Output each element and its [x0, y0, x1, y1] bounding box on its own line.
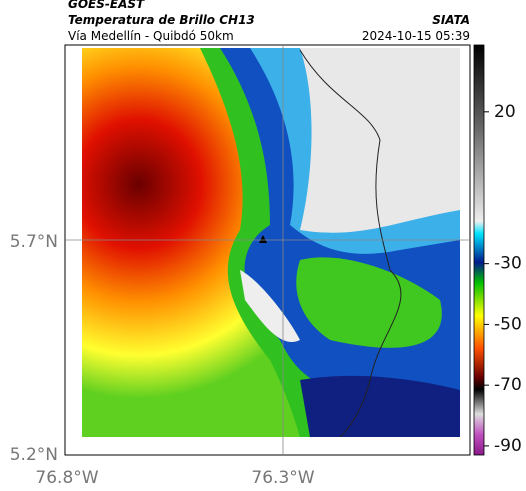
colorbar-tick-label: -70	[494, 375, 522, 395]
subtitle: Vía Medellín - Quibdó 50km	[68, 29, 234, 43]
colorbar-tick-label: -30	[494, 254, 522, 274]
colorbar-tick-label: -90	[494, 436, 522, 456]
colorbar-tick-label: 20	[494, 102, 516, 122]
credit: SIATA	[432, 13, 470, 27]
title: Temperatura de Brillo CH13	[68, 13, 255, 27]
source: GOES-EAST	[68, 0, 145, 11]
colorbar	[473, 44, 485, 456]
lat-tick-label: 5.2°N	[10, 445, 58, 465]
colorbar-tick-label: -50	[494, 314, 522, 334]
lon-tick-label: 76.8°W	[35, 468, 98, 488]
lat-tick-label: 5.7°N	[10, 232, 58, 252]
lon-tick-label: 76.3°W	[251, 468, 314, 488]
satellite-image	[82, 48, 460, 437]
timestamp: 2024-10-15 05:39	[362, 29, 470, 43]
